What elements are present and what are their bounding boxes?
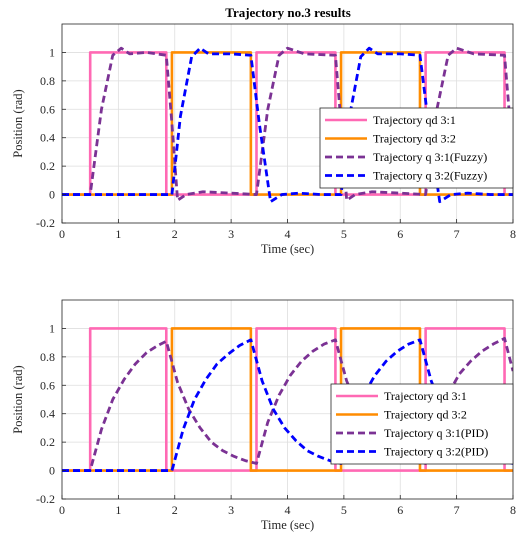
- x-tick-label: 6: [397, 227, 403, 241]
- y-tick-label: 0.6: [40, 102, 55, 116]
- x-tick-label: 4: [285, 503, 291, 517]
- legend-label: Trajectory qd 3:1: [373, 113, 456, 127]
- y-tick-label: 0.4: [40, 407, 55, 421]
- y-tick-label: -0.2: [36, 216, 55, 230]
- bottom-chart: 0 1 2 3 4 5 6 7 8 -0.2 0 0.2 0.4 0.6 0.8 1 Time (sec) Pos…: [11, 299, 516, 532]
- x-tick-label: 7: [454, 503, 460, 517]
- x-tick-label: 3: [228, 227, 234, 241]
- legend-label: Trajectory qd 3:2: [384, 408, 467, 422]
- legend-label: Trajectory q 3:1(PID): [384, 426, 488, 440]
- y-axis-label: Position (rad): [11, 365, 25, 433]
- x-axis-label: Time (sec): [261, 518, 314, 532]
- legend: Trajectory qd 3:1 Trajectory qd 3:2 Trajec…: [319, 107, 514, 189]
- series-line-4: [62, 46, 513, 204]
- legend: Trajectory qd 3:1 Trajectory qd 3:2 Trajec…: [330, 383, 514, 465]
- series-line-1: [62, 327, 513, 472]
- series-line-3: [62, 46, 513, 202]
- x-tick-label: 1: [115, 227, 121, 241]
- y-tick-label: 0.6: [40, 378, 55, 392]
- x-tick-label: 3: [228, 503, 234, 517]
- x-tick-label: 2: [172, 503, 178, 517]
- series-line-1: [62, 51, 513, 196]
- x-tick-label: 4: [285, 227, 291, 241]
- legend-label: Trajectory q 3:2(PID): [384, 445, 488, 459]
- figure-title: Trajectory no.3 results: [225, 5, 351, 20]
- y-tick-label: -0.2: [36, 492, 55, 506]
- legend-label: Trajectory qd 3:1: [384, 389, 467, 403]
- y-axis-label: Position (rad): [11, 89, 25, 157]
- x-tick-label: 1: [115, 503, 121, 517]
- y-tick-label: 0.2: [40, 435, 55, 449]
- x-tick-label: 8: [510, 503, 516, 517]
- x-tick-label: 0: [59, 227, 65, 241]
- x-tick-label: 2: [172, 227, 178, 241]
- x-axis-label: Time (sec): [261, 242, 314, 256]
- x-tick-label: 0: [59, 503, 65, 517]
- legend-label: Trajectory q 3:1(Fuzzy): [373, 150, 487, 164]
- y-tick-label: 0: [49, 188, 55, 202]
- legend-label: Trajectory qd 3:2: [373, 132, 456, 146]
- y-tick-label: 0.2: [40, 159, 55, 173]
- y-tick-label: 1: [49, 321, 55, 335]
- x-tick-label: 6: [397, 503, 403, 517]
- y-tick-label: 0.8: [40, 74, 55, 88]
- y-tick-label: 0.4: [40, 131, 55, 145]
- x-tick-label: 8: [510, 227, 516, 241]
- y-tick-label: 0: [49, 464, 55, 478]
- x-tick-label: 5: [341, 503, 347, 517]
- legend-label: Trajectory q 3:2(Fuzzy): [373, 169, 487, 183]
- y-tick-label: 1: [49, 45, 55, 59]
- top-chart: 0 1 2 3 4 5 6 7 8 -0.2 0 0.2 0.4 0.6 0.8 1 Time (sec) Pos…: [11, 23, 516, 256]
- x-tick-label: 5: [341, 227, 347, 241]
- y-tick-label: 0.8: [40, 350, 55, 364]
- x-tick-label: 7: [454, 227, 460, 241]
